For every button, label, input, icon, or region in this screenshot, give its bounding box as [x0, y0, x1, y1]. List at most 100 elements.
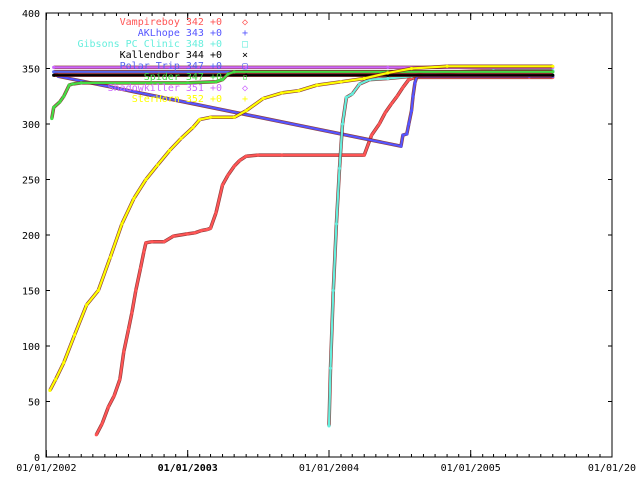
- data-point: [401, 85, 405, 89]
- data-point: [362, 153, 366, 157]
- data-point: [407, 78, 411, 82]
- data-point: [409, 109, 414, 113]
- data-point: [244, 73, 248, 77]
- data-point: [362, 76, 366, 81]
- data-point: [445, 64, 449, 68]
- data-point: [334, 222, 338, 226]
- series-line: [95, 76, 553, 436]
- data-point: [395, 94, 399, 98]
- data-point: [94, 433, 98, 437]
- data-point: [280, 153, 284, 157]
- data-point: [126, 327, 131, 331]
- legend-entry-label: Vampireboy 342 +0: [120, 17, 222, 28]
- y-tick-label: 350: [22, 65, 40, 76]
- data-point: [50, 116, 54, 121]
- legend: Vampireboy 342 +0 ◇ AKLhope 343 +0 + Gibsons…: [78, 17, 249, 105]
- series: [50, 70, 555, 121]
- legend-entry-label: AKLhope 343 +0: [138, 28, 222, 39]
- data-point: [551, 70, 555, 74]
- legend-entry-marker: □: [242, 39, 248, 50]
- data-point: [226, 173, 230, 177]
- data-point: [162, 240, 166, 244]
- data-point: [297, 89, 301, 93]
- legend-entry-marker: ◇: [242, 83, 248, 94]
- data-point: [244, 154, 248, 158]
- data-point: [167, 149, 172, 153]
- data-point: [112, 394, 116, 398]
- y-tick-label: 0: [34, 453, 40, 464]
- data-point: [551, 73, 555, 77]
- data-point: [73, 333, 77, 337]
- data-point: [120, 222, 124, 226]
- data-point: [52, 105, 56, 109]
- data-point: [144, 241, 148, 245]
- data-point: [409, 66, 414, 71]
- series-line: [48, 65, 553, 391]
- data-point: [96, 288, 100, 293]
- data-point: [155, 163, 160, 167]
- data-point: [220, 78, 225, 82]
- data-point: [244, 65, 248, 69]
- data-point: [386, 65, 390, 69]
- data-point: [226, 72, 230, 76]
- x-tick-label: 01/01/2002: [16, 463, 76, 474]
- data-point: [62, 361, 66, 365]
- data-point: [315, 83, 319, 87]
- data-point: [48, 388, 52, 392]
- data-point: [261, 96, 265, 101]
- data-point: [138, 266, 143, 270]
- legend-entry-marker: ▫: [242, 72, 248, 83]
- data-point: [144, 177, 148, 182]
- data-point: [186, 81, 190, 85]
- data-point: [79, 81, 83, 85]
- data-point: [208, 226, 213, 230]
- legend-entry-label: Gibsons PC Clinic 348 +0: [78, 39, 223, 50]
- data-point: [106, 405, 110, 409]
- data-point: [198, 118, 202, 122]
- data-point: [405, 132, 409, 136]
- data-point: [171, 234, 175, 238]
- data-point: [122, 350, 126, 354]
- data-point: [358, 82, 362, 86]
- data-point: [191, 125, 195, 129]
- data-point: [100, 422, 104, 426]
- data-point: [67, 83, 71, 87]
- legend-entry-marker: ◇: [242, 17, 248, 28]
- data-point: [339, 80, 343, 84]
- series: [94, 75, 555, 437]
- y-tick-label: 200: [22, 231, 40, 242]
- legend-entry-label: Shadowkiller 351 +0: [108, 83, 222, 94]
- legend-entry-marker: ▢: [242, 61, 248, 72]
- legend-entry-label: Kallendbor 344 +0: [120, 50, 222, 61]
- data-point: [238, 159, 242, 163]
- data-point: [214, 211, 218, 215]
- data-point: [220, 183, 225, 187]
- data-point: [193, 231, 197, 235]
- data-point: [199, 229, 203, 233]
- data-point: [407, 122, 411, 126]
- y-tick-label: 300: [22, 120, 40, 131]
- series: [52, 73, 555, 77]
- y-tick-label: 400: [22, 9, 40, 20]
- data-point: [142, 250, 146, 254]
- data-point: [383, 111, 387, 115]
- legend-entry-label: Polar Trip 347 +0: [120, 61, 222, 72]
- data-point: [52, 70, 56, 74]
- legend-entry-label: Spider 347 +0: [144, 72, 222, 83]
- data-point: [280, 91, 284, 95]
- data-point: [214, 80, 218, 84]
- data-point: [85, 303, 89, 307]
- data-point: [411, 94, 415, 98]
- data-point: [331, 288, 335, 293]
- data-point: [71, 82, 75, 86]
- series: [327, 68, 555, 428]
- data-point: [256, 153, 260, 157]
- series-outline: [327, 68, 553, 426]
- axes: 0 50 100 150 200 250 300 350 400 01/01/2002 01/01/…: [16, 9, 636, 474]
- data-point: [132, 196, 136, 200]
- data-point: [401, 133, 405, 137]
- y-tick-label: 50: [28, 398, 40, 409]
- legend-entry-marker: +: [242, 28, 248, 39]
- legend-entry-label: SterHorn 352 +0: [132, 94, 222, 105]
- data-point: [244, 109, 248, 113]
